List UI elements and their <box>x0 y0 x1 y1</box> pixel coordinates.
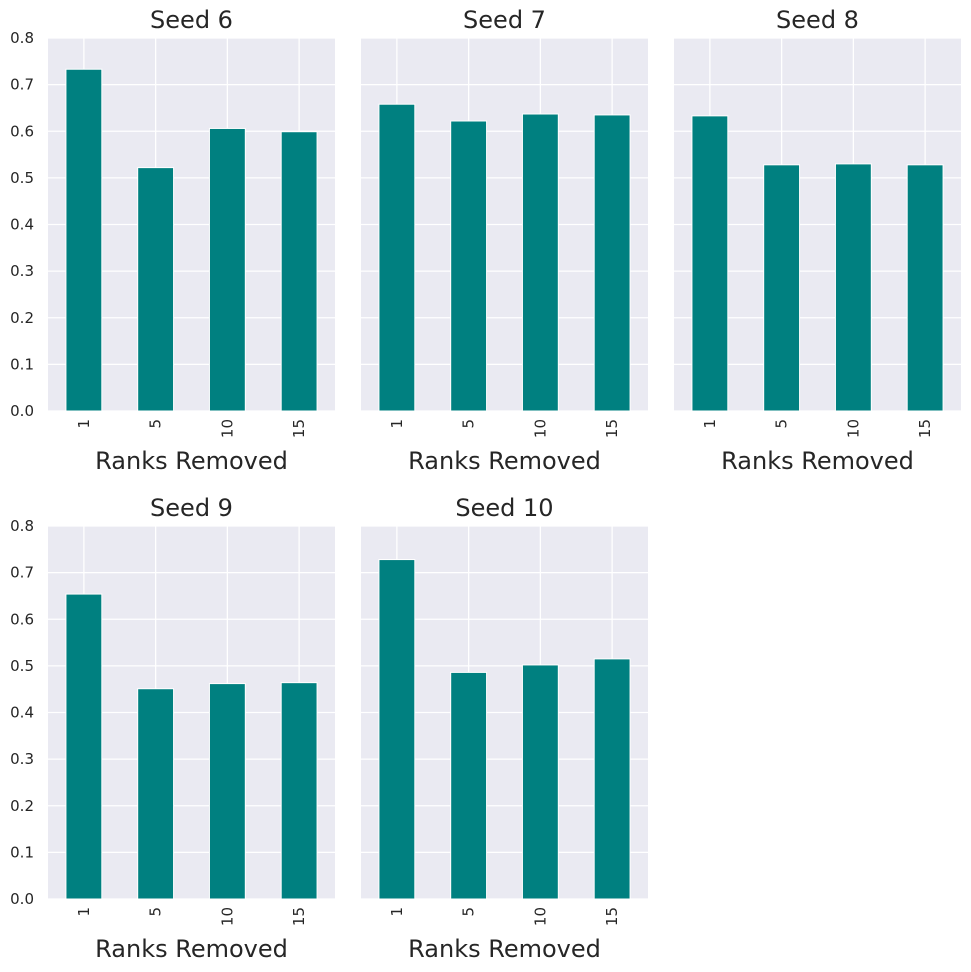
y-tick-label: 0.5 <box>10 657 34 675</box>
bar-10 <box>834 163 872 412</box>
x-tick-label: 15 <box>603 419 621 438</box>
x-tick-label: 15 <box>290 907 308 926</box>
x-tick-label: 10 <box>218 907 236 926</box>
y-tick-label: 0.6 <box>10 122 34 140</box>
y-tick-label: 0.8 <box>10 29 34 47</box>
x-axis-label: Ranks Removed <box>408 935 601 963</box>
chart-title: Seed 10 <box>455 494 553 522</box>
bar-5 <box>137 167 175 412</box>
x-tick-label: 5 <box>460 907 478 917</box>
bar-1 <box>378 103 416 412</box>
x-tick-label: 5 <box>147 419 165 429</box>
y-tick-label: 0.7 <box>10 76 34 94</box>
bar-5 <box>450 671 488 900</box>
bar-15 <box>280 682 318 900</box>
y-tick-label: 0.0 <box>10 890 34 908</box>
x-tick-label: 1 <box>701 419 719 429</box>
x-tick-label: 10 <box>531 907 549 926</box>
x-tick-label: 10 <box>531 419 549 438</box>
y-tick-label: 0.3 <box>10 750 34 768</box>
y-tick-label: 0.1 <box>10 843 34 861</box>
x-tick-label: 15 <box>290 419 308 438</box>
bar-15 <box>593 658 631 900</box>
y-tick-label: 0.2 <box>10 797 34 815</box>
y-tick-label: 0.0 <box>10 402 34 420</box>
y-tick-label: 0.3 <box>10 262 34 280</box>
bar-5 <box>450 120 488 412</box>
x-tick-label: 5 <box>773 419 791 429</box>
y-tick-label: 0.4 <box>10 704 34 722</box>
y-tick-label: 0.8 <box>10 517 34 535</box>
x-tick-label: 1 <box>75 419 93 429</box>
chart-title: Seed 7 <box>463 6 546 34</box>
x-tick-label: 1 <box>75 907 93 917</box>
bar-10 <box>208 683 246 900</box>
bar-5 <box>137 688 175 900</box>
x-tick-label: 5 <box>460 419 478 429</box>
y-tick-label: 0.7 <box>10 564 34 582</box>
x-tick-label: 15 <box>603 907 621 926</box>
bar-10 <box>521 113 559 412</box>
x-tick-label: 1 <box>388 907 406 917</box>
y-tick-label: 0.1 <box>10 355 34 373</box>
x-tick-label: 10 <box>218 419 236 438</box>
bar-10 <box>208 127 246 412</box>
x-axis-label: Ranks Removed <box>95 935 288 963</box>
x-axis-label: Ranks Removed <box>408 447 601 475</box>
x-axis-label: Ranks Removed <box>721 447 914 475</box>
bar-10 <box>521 664 559 900</box>
y-tick-label: 0.4 <box>10 216 34 234</box>
x-axis-label: Ranks Removed <box>95 447 288 475</box>
y-tick-label: 0.5 <box>10 169 34 187</box>
x-tick-label: 10 <box>844 419 862 438</box>
y-tick-label: 0.2 <box>10 309 34 327</box>
x-tick-label: 1 <box>388 419 406 429</box>
bar-15 <box>280 131 318 412</box>
bar-1 <box>65 68 103 412</box>
bar-15 <box>593 114 631 412</box>
y-tick-label: 0.6 <box>10 610 34 628</box>
bar-5 <box>763 164 801 412</box>
bar-1 <box>691 115 729 412</box>
chart-title: Seed 9 <box>150 494 233 522</box>
bar-1 <box>65 593 103 900</box>
chart-title: Seed 8 <box>776 6 859 34</box>
bar-1 <box>378 559 416 900</box>
x-tick-label: 15 <box>916 419 934 438</box>
chart-title: Seed 6 <box>150 6 233 34</box>
x-tick-label: 5 <box>147 907 165 917</box>
bar-15 <box>906 164 944 412</box>
